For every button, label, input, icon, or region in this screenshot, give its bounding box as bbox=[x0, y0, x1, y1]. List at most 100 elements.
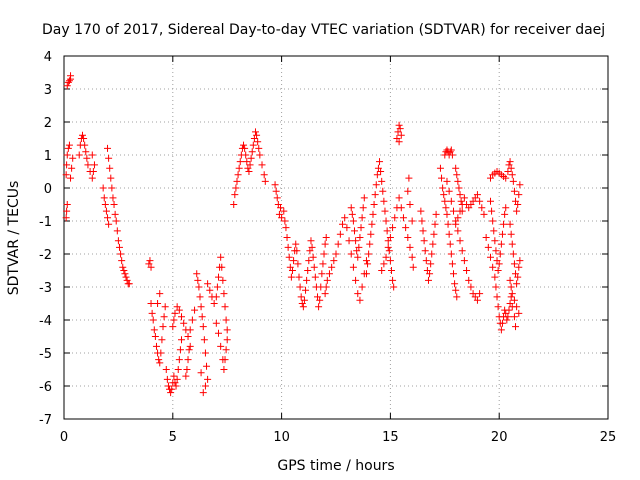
data-point bbox=[480, 210, 488, 218]
data-point bbox=[365, 250, 373, 258]
data-point bbox=[167, 389, 175, 397]
data-point bbox=[458, 207, 466, 215]
data-point bbox=[501, 210, 509, 218]
data-point bbox=[175, 356, 183, 364]
data-point bbox=[431, 220, 439, 228]
data-point bbox=[185, 346, 193, 354]
data-point bbox=[504, 313, 512, 321]
data-point bbox=[304, 267, 312, 274]
data-point bbox=[82, 148, 90, 156]
data-point bbox=[385, 247, 393, 255]
data-point bbox=[507, 164, 515, 172]
data-point bbox=[366, 240, 374, 248]
data-point bbox=[295, 273, 303, 281]
data-point bbox=[498, 319, 506, 327]
data-point bbox=[282, 224, 290, 232]
data-point bbox=[213, 283, 221, 291]
data-point bbox=[217, 342, 225, 350]
data-point bbox=[235, 164, 243, 172]
data-point bbox=[195, 283, 203, 291]
data-point bbox=[503, 316, 511, 324]
data-point bbox=[404, 187, 412, 195]
data-point bbox=[80, 135, 88, 142]
data-point bbox=[395, 194, 403, 202]
data-point bbox=[486, 197, 494, 205]
data-point bbox=[399, 214, 407, 222]
data-point bbox=[309, 253, 317, 261]
data-point bbox=[355, 243, 363, 251]
data-point bbox=[349, 263, 357, 271]
data-point bbox=[212, 293, 220, 301]
data-point bbox=[217, 253, 225, 261]
data-point bbox=[510, 313, 518, 321]
data-point bbox=[418, 217, 426, 225]
data-point bbox=[178, 313, 186, 321]
data-point bbox=[358, 214, 366, 222]
data-point bbox=[249, 141, 257, 149]
data-point bbox=[147, 263, 155, 271]
data-point bbox=[67, 174, 75, 182]
data-point bbox=[242, 151, 250, 159]
data-point bbox=[450, 207, 458, 215]
y-axis-label: SDTVAR / TECUs bbox=[6, 181, 22, 296]
data-point bbox=[341, 214, 349, 222]
data-point bbox=[243, 158, 251, 166]
data-point bbox=[214, 329, 222, 337]
data-point bbox=[502, 204, 510, 212]
data-point bbox=[197, 303, 205, 311]
data-point bbox=[448, 151, 456, 159]
data-point bbox=[484, 243, 492, 251]
data-point bbox=[300, 296, 308, 304]
data-point bbox=[63, 151, 71, 159]
data-point bbox=[384, 243, 392, 251]
data-point bbox=[445, 187, 453, 195]
data-point bbox=[372, 181, 380, 189]
data-point bbox=[377, 168, 385, 175]
data-point bbox=[212, 319, 220, 327]
data-point bbox=[112, 217, 120, 225]
data-point bbox=[251, 128, 259, 136]
data-point bbox=[419, 227, 427, 235]
data-point bbox=[514, 273, 522, 281]
data-point bbox=[463, 267, 471, 274]
data-point bbox=[305, 257, 313, 265]
data-point bbox=[396, 125, 404, 133]
data-point bbox=[65, 77, 73, 85]
data-point bbox=[451, 280, 459, 288]
data-point bbox=[465, 276, 473, 284]
data-point bbox=[354, 290, 362, 298]
data-point bbox=[89, 168, 97, 175]
data-point bbox=[491, 237, 499, 245]
data-point bbox=[233, 177, 241, 185]
data-point bbox=[467, 283, 475, 291]
data-point bbox=[285, 253, 293, 261]
data-point bbox=[287, 273, 295, 281]
data-point bbox=[151, 333, 159, 340]
data-point bbox=[476, 290, 484, 298]
data-point bbox=[204, 280, 212, 288]
y-tick-label: -5 bbox=[39, 347, 52, 362]
data-point bbox=[454, 214, 462, 222]
data-point bbox=[347, 250, 355, 258]
data-point bbox=[495, 260, 503, 268]
data-point bbox=[201, 349, 209, 357]
data-point bbox=[432, 210, 440, 218]
data-point bbox=[194, 276, 202, 284]
data-point bbox=[506, 158, 514, 166]
data-point bbox=[514, 201, 522, 208]
data-point bbox=[191, 306, 199, 314]
data-point bbox=[234, 171, 242, 179]
data-point bbox=[334, 240, 342, 248]
data-point bbox=[452, 286, 460, 294]
data-point bbox=[515, 191, 523, 199]
data-point bbox=[445, 230, 453, 238]
data-point bbox=[513, 303, 521, 311]
data-point bbox=[473, 296, 481, 304]
data-point bbox=[310, 263, 318, 271]
data-point bbox=[515, 263, 523, 271]
data-point bbox=[318, 270, 326, 278]
data-point bbox=[168, 385, 176, 393]
data-point bbox=[454, 227, 462, 235]
data-point bbox=[409, 263, 417, 271]
data-point bbox=[515, 309, 523, 317]
